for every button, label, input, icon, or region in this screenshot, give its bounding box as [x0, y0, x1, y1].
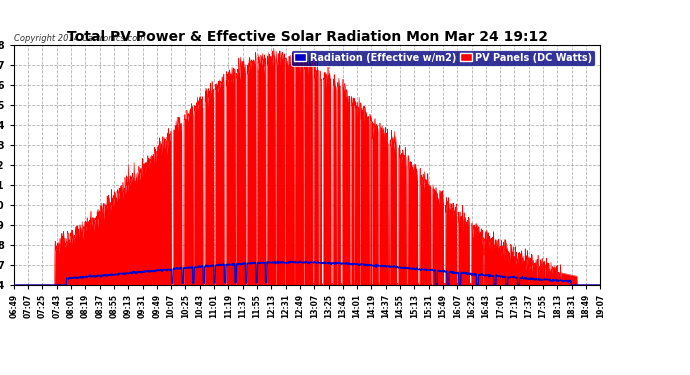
Text: Copyright 2014 Cartronics.com: Copyright 2014 Cartronics.com [14, 34, 145, 43]
Legend: Radiation (Effective w/m2), PV Panels (DC Watts): Radiation (Effective w/m2), PV Panels (D… [291, 50, 595, 66]
Title: Total PV Power & Effective Solar Radiation Mon Mar 24 19:12: Total PV Power & Effective Solar Radiati… [66, 30, 548, 44]
